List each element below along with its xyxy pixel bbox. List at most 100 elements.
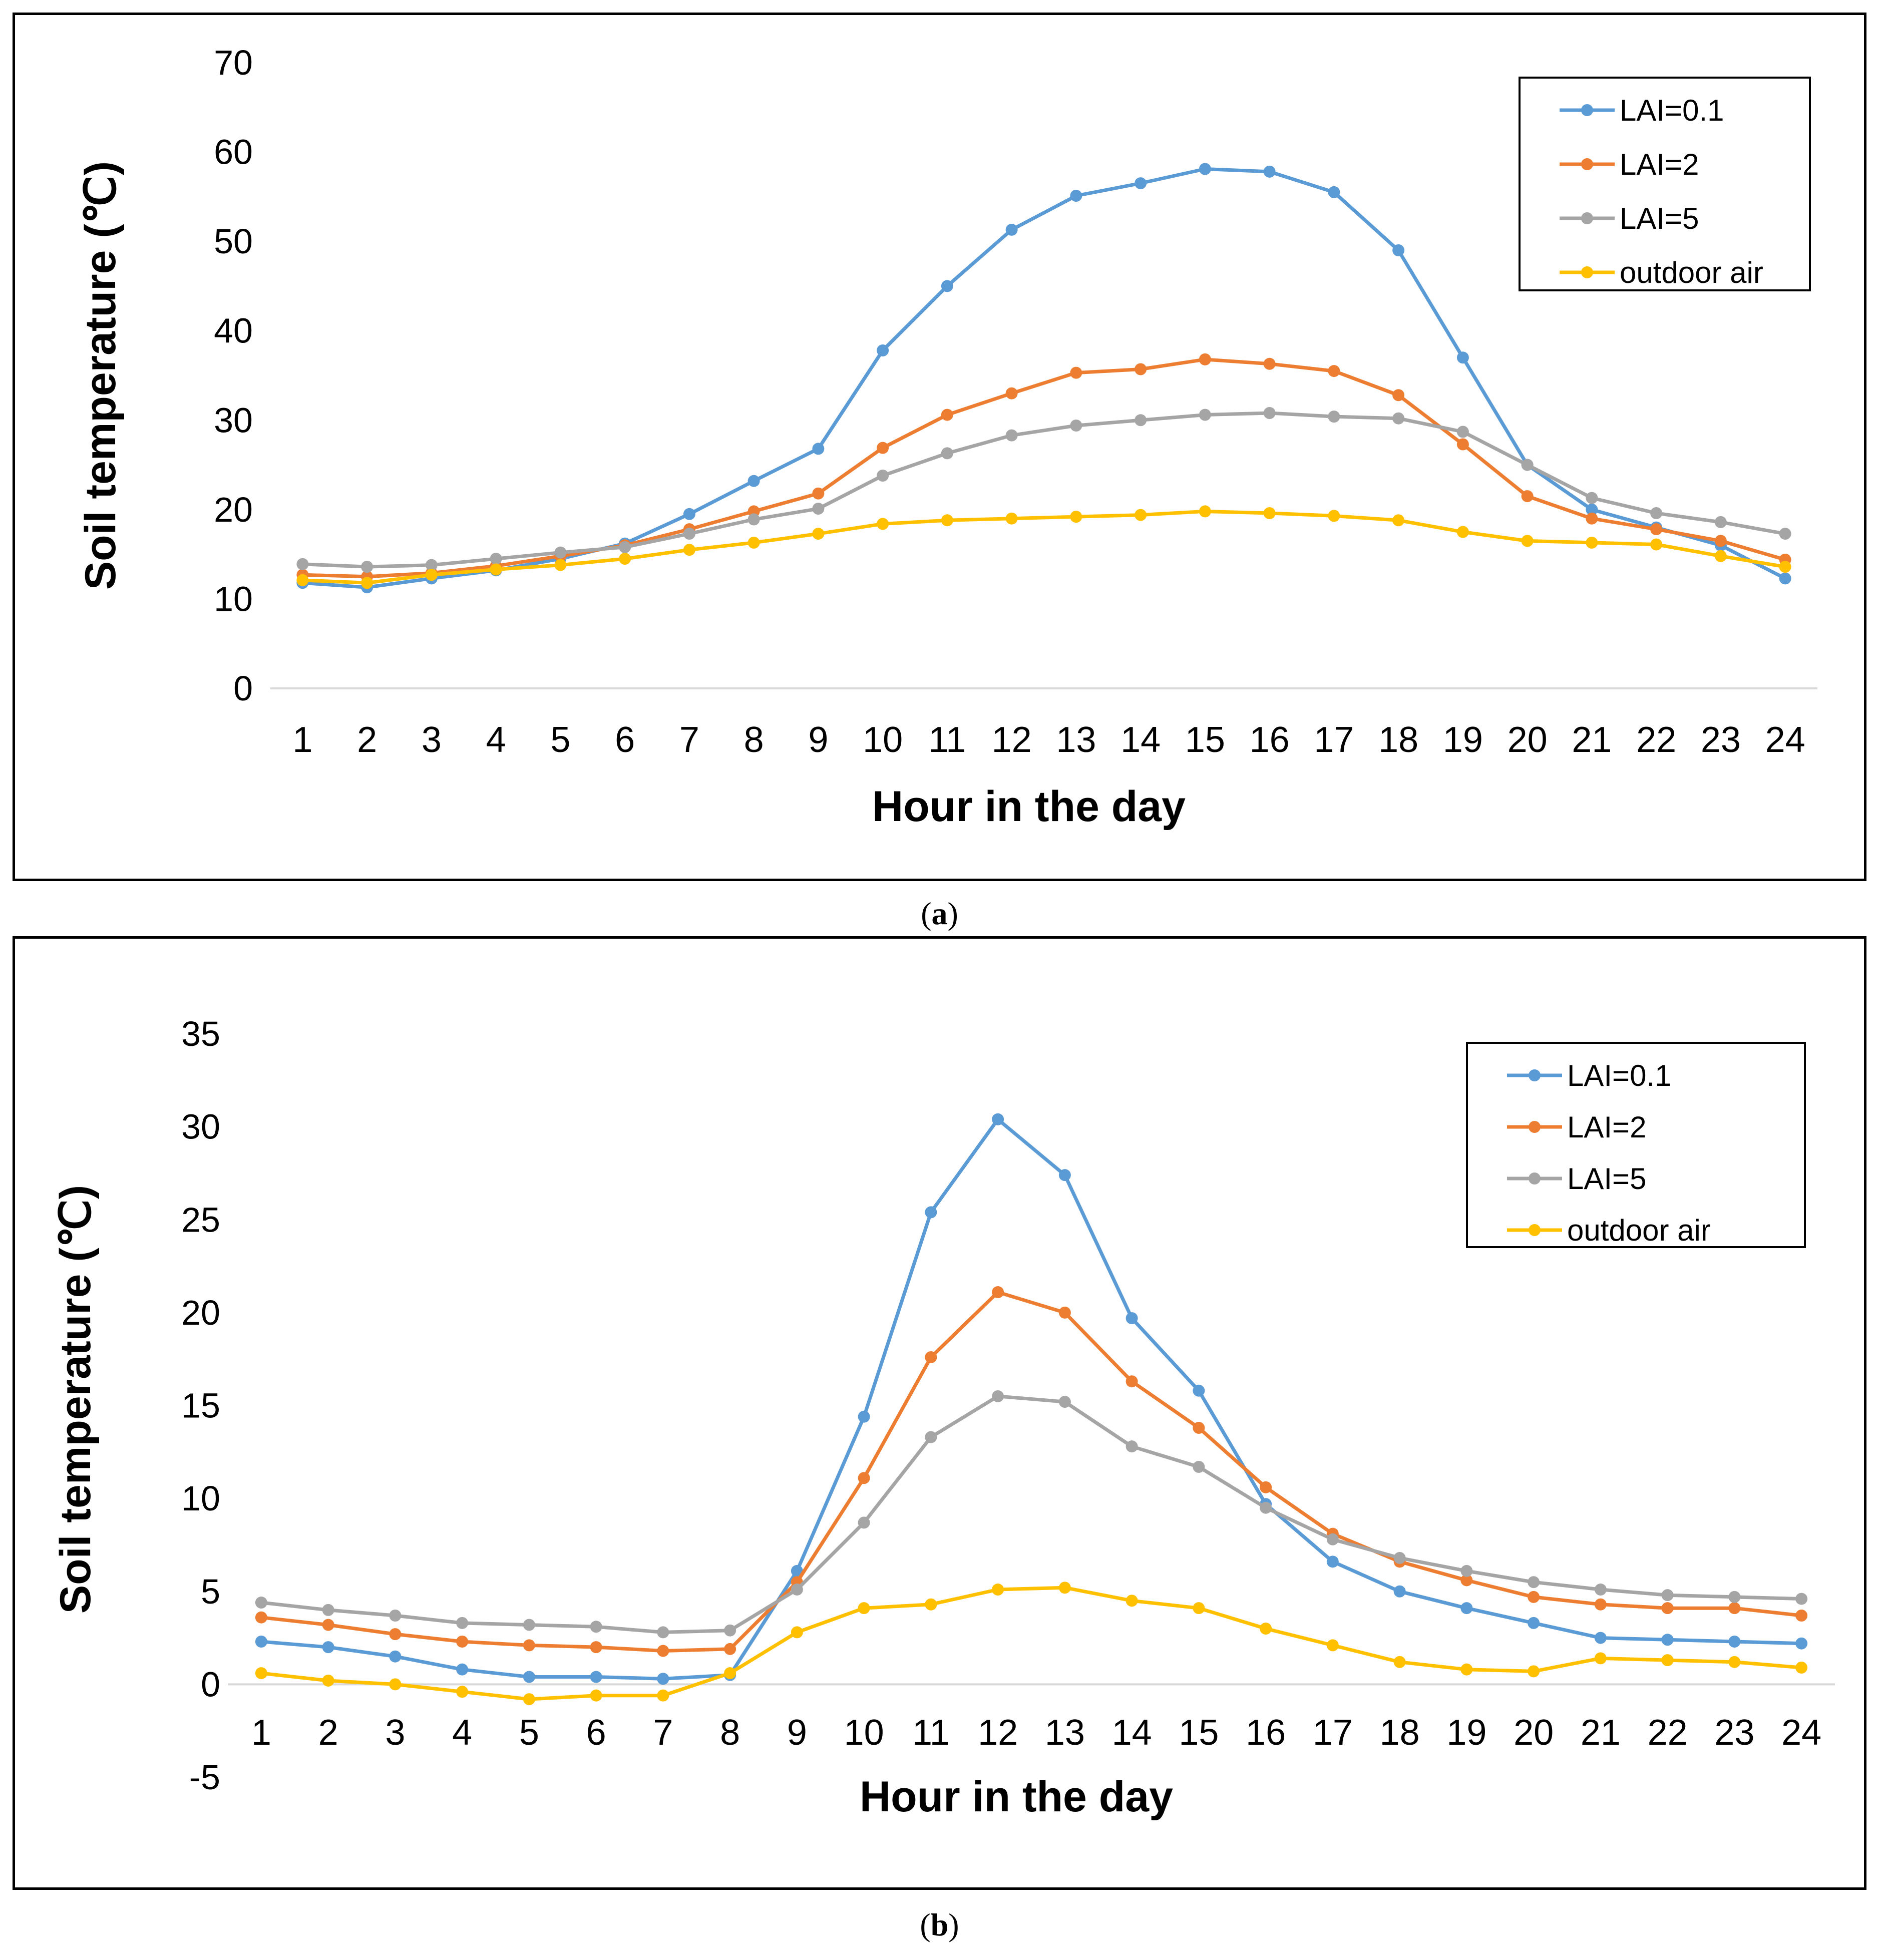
- chart-a-data-point: [490, 553, 502, 565]
- chart-a-data-point: [1456, 426, 1469, 438]
- chart-b-data-point: [925, 1431, 937, 1443]
- chart-a-data-point: [1521, 490, 1534, 503]
- chart-a-data-point: [1392, 412, 1405, 425]
- chart-a-y-tick-label: 10: [214, 579, 253, 618]
- chart-b-data-point: [1125, 1375, 1138, 1388]
- chart-b-data-point: [1460, 1602, 1473, 1615]
- chart-a-data-point: [683, 508, 695, 520]
- chart-b-x-tick-label: 11: [912, 1713, 950, 1753]
- chart-b-series-line-1: [261, 1290, 1802, 1653]
- chart-a-data-point: [1199, 505, 1211, 518]
- chart-b-data-point: [1661, 1634, 1674, 1646]
- chart-a-data-point: [554, 546, 567, 559]
- chart-a-x-tick-label: 22: [1636, 720, 1676, 760]
- chart-b-data-point: [590, 1689, 602, 1702]
- chart-b-data-point: [1393, 1551, 1406, 1564]
- chart-b-data-point: [858, 1472, 870, 1484]
- chart-a-data-point: [1521, 459, 1534, 471]
- chart-b-data-point: [1528, 1617, 1540, 1629]
- chart-a-data-point: [296, 574, 309, 586]
- chart-a-data-point: [1586, 503, 1598, 516]
- chart-b-data-point: [992, 1286, 1004, 1299]
- chart-a-data-point: [683, 544, 695, 556]
- chart-a-series-line-2: [302, 411, 1786, 569]
- chart-b-data-point: [1795, 1661, 1808, 1674]
- chart-b-data-point: [724, 1643, 736, 1655]
- chart-b-data-point: [1058, 1396, 1071, 1408]
- chart-a-data-point: [1199, 163, 1211, 175]
- chart-b-data-point: [858, 1410, 870, 1423]
- chart-b-data-point: [1125, 1595, 1138, 1607]
- chart-a-x-tick-label: 9: [808, 720, 828, 760]
- chart-b-data-point: [1661, 1589, 1674, 1602]
- chart-b-x-tick-label: 10: [844, 1713, 884, 1753]
- chart-b-data-point: [724, 1624, 736, 1637]
- chart-b-data-point: [456, 1635, 469, 1648]
- chart-a-data-point: [1005, 223, 1018, 236]
- chart-a-x-tick-label: 8: [744, 720, 764, 760]
- chart-b-data-point: [523, 1619, 535, 1631]
- chart-a-data-point: [1328, 365, 1340, 377]
- chart-b-data-point: [1460, 1663, 1473, 1676]
- chart-b-data-point: [791, 1564, 803, 1577]
- chart-b-x-tick-label: 14: [1112, 1713, 1152, 1753]
- chart-a-data-point: [1005, 512, 1018, 525]
- chart-a-data-point: [425, 569, 438, 581]
- chart-a-data-point: [1199, 353, 1211, 365]
- chart-a-x-tick-label: 21: [1572, 720, 1612, 760]
- chart-a-data-point: [683, 528, 695, 540]
- chart-a-data-point: [1263, 165, 1276, 178]
- chart-b-data-point: [1661, 1654, 1674, 1667]
- chart-a-y-tick-label: 70: [214, 43, 253, 82]
- chart-a-data-point: [1714, 535, 1727, 547]
- chart-a-x-tick-label: 17: [1314, 720, 1354, 760]
- chart-b-data-point: [1594, 1584, 1607, 1596]
- chart-b-x-tick-label: 20: [1514, 1713, 1554, 1753]
- chart-b-legend-entry: outdoor air: [1567, 1214, 1711, 1247]
- chart-a-data-point: [296, 558, 309, 570]
- chart-b-data-point: [322, 1604, 334, 1616]
- chart-b-y-tick-label: 20: [181, 1293, 220, 1332]
- chart-a-data-point: [941, 280, 953, 292]
- chart-a-data-point: [1070, 511, 1082, 523]
- chart-b-data-point: [1393, 1585, 1406, 1598]
- chart-a-x-tick-label: 13: [1056, 720, 1096, 760]
- chart-a-data-point: [554, 559, 567, 571]
- chart-b-data-point: [322, 1674, 334, 1687]
- chart-a-data-point: [1779, 528, 1791, 540]
- chart-a-data-point: [877, 518, 889, 530]
- chart-a-data-point: [941, 409, 953, 421]
- caption-b-label: b: [930, 1907, 949, 1942]
- chart-a-data-point: [361, 561, 373, 573]
- chart-b-data-point: [1728, 1635, 1741, 1648]
- chart-a-y-tick-label: 50: [214, 222, 253, 261]
- chart-b-x-axis-title: Hour in the day: [860, 1773, 1173, 1821]
- chart-b-x-tick-label: 19: [1446, 1713, 1486, 1753]
- chart-a-data-point: [1199, 409, 1211, 421]
- chart-a-y-tick-label: 20: [214, 490, 253, 529]
- chart-b-x-tick-label: 16: [1246, 1713, 1286, 1753]
- chart-b-data-point: [523, 1693, 535, 1706]
- chart-a-data-point: [1135, 414, 1147, 427]
- chart-b-y-tick-label: 5: [201, 1572, 220, 1611]
- chart-b-data-point: [523, 1671, 535, 1683]
- chart-b-data-point: [1326, 1639, 1339, 1652]
- chart-b-x-tick-label: 6: [586, 1713, 606, 1753]
- chart-b-data-point: [1460, 1574, 1473, 1587]
- chart-a-data-point: [812, 528, 825, 540]
- chart-b-legend-swatch-marker: [1529, 1121, 1541, 1133]
- chart-a-legend-entry: LAI=0.1: [1620, 94, 1724, 127]
- chart-b-data-point: [389, 1650, 402, 1663]
- chart-b-data-point: [590, 1641, 602, 1654]
- chart-a-data-point: [425, 559, 438, 571]
- chart-a-data-point: [1521, 535, 1534, 547]
- chart-b-data-point: [1528, 1576, 1540, 1589]
- chart-b-data-point: [456, 1663, 469, 1676]
- chart-b-x-tick-label: 1: [251, 1713, 271, 1753]
- chart-a-x-tick-label: 11: [929, 720, 966, 760]
- chart-b-legend-entry: LAI=0.1: [1567, 1059, 1672, 1092]
- chart-a-x-tick-label: 16: [1250, 720, 1290, 760]
- chart-b-data-point: [657, 1673, 669, 1685]
- chart-b-data-point: [1594, 1598, 1607, 1611]
